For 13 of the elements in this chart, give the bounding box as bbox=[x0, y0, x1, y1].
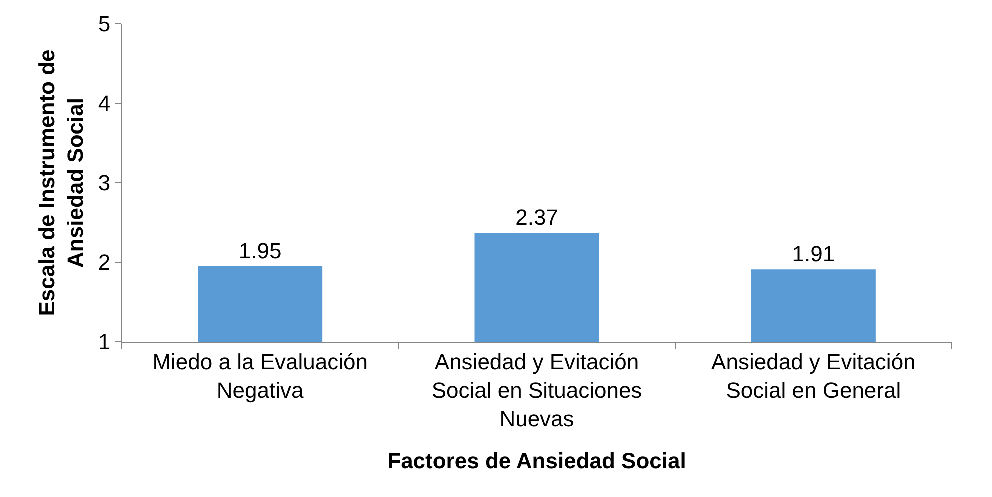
x-tick-label: Ansiedad y Evitación Social en Situaciones Nuevas bbox=[432, 349, 642, 432]
data-label: 2.37 bbox=[516, 205, 558, 230]
x-tick-label: Ansiedad y Evitación Social en General bbox=[712, 349, 916, 403]
y-tick-label: 5 bbox=[98, 12, 111, 37]
x-axis-title: Factores de Ansiedad Social bbox=[388, 448, 686, 474]
y-tick-label: 2 bbox=[98, 250, 111, 276]
y-tick-label: 4 bbox=[98, 91, 111, 116]
y-tick-label: 1 bbox=[98, 330, 111, 355]
y-tick-label: 3 bbox=[98, 170, 111, 196]
x-tick-label: Miedo a la Evaluación Negativa bbox=[152, 349, 368, 403]
data-label: 1.91 bbox=[792, 242, 836, 267]
data-label: 1.95 bbox=[238, 238, 282, 264]
y-axis-title: Escala de Instrumento de Ansiedad Social bbox=[34, 50, 88, 316]
